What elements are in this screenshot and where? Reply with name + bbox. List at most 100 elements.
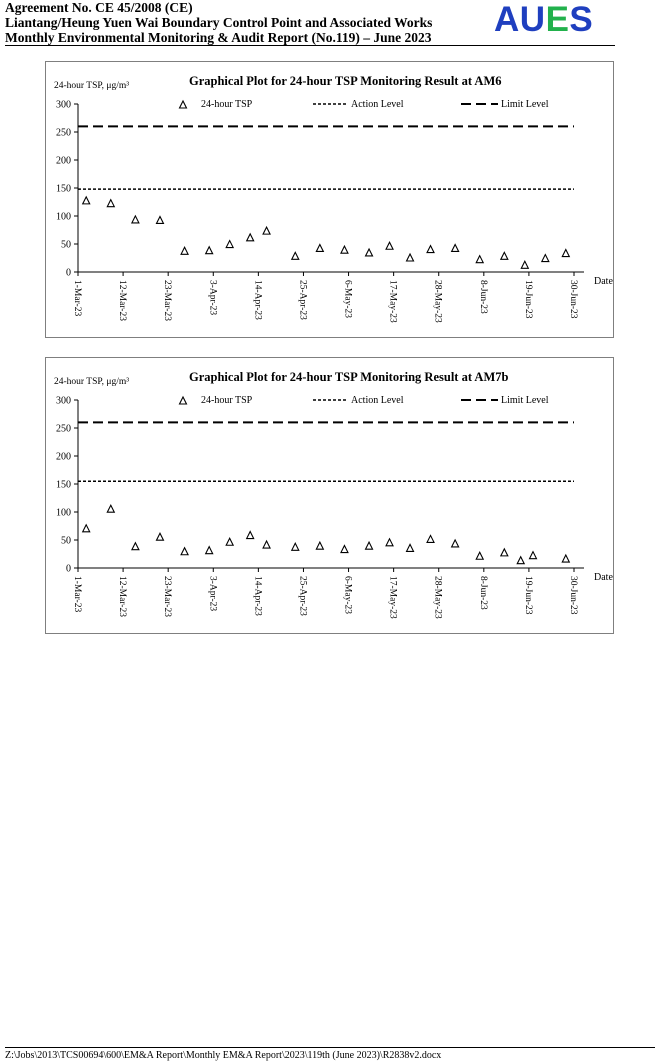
x-tick-label: 30-Jun-23	[568, 576, 578, 615]
y-tick-label: 50	[61, 536, 71, 547]
footer-file-path: Z:\Jobs\2013\TCS00694\600\EM&A Report\Mo…	[5, 1050, 442, 1061]
data-point	[315, 243, 325, 253]
data-point	[315, 540, 325, 550]
data-point	[225, 537, 235, 546]
data-point	[475, 254, 485, 264]
x-tick-label: 17-May-23	[388, 280, 398, 323]
x-tick-label: 1-Mar-23	[72, 280, 82, 316]
x-tick-label: 25-Apr-23	[297, 280, 307, 320]
data-point	[475, 551, 485, 560]
data-point	[204, 545, 214, 555]
data-point	[262, 225, 271, 235]
logo-letter-e: E	[545, 0, 570, 39]
x-tick-label: 1-Mar-23	[72, 576, 82, 612]
data-point	[130, 541, 140, 551]
x-tick-label: 25-Apr-23	[297, 576, 307, 616]
legend-label-action: Action Level	[351, 99, 404, 110]
data-point	[364, 540, 374, 550]
y-tick-label: 150	[56, 480, 71, 491]
y-tick-label: 200	[56, 156, 71, 167]
data-point	[290, 542, 300, 551]
data-point	[561, 248, 571, 258]
logo-letter-u: U	[519, 0, 546, 39]
data-point	[561, 553, 571, 563]
y-tick-label: 0	[66, 564, 71, 575]
logo-letter-s: S	[569, 0, 594, 39]
chart-am6: Graphical Plot for 24-hour TSP Monitorin…	[45, 61, 614, 338]
data-point	[245, 232, 255, 242]
data-point	[364, 247, 374, 257]
logo-letter-a: A	[494, 0, 520, 39]
x-axis-label: Date	[594, 572, 613, 583]
y-tick-label: 0	[66, 268, 71, 279]
chart-am6-svg: Graphical Plot for 24-hour TSP Monitorin…	[54, 74, 613, 323]
x-tick-label: 14-Apr-23	[252, 280, 262, 320]
x-tick-label: 14-Apr-23	[252, 576, 262, 616]
data-point	[385, 241, 394, 250]
y-tick-label: 50	[61, 240, 71, 251]
y-axis-label: 24-hour TSP, μg/m³	[54, 377, 129, 387]
chart-title: Graphical Plot for 24-hour TSP Monitorin…	[189, 370, 509, 384]
data-point	[340, 244, 349, 254]
legend-label-tsp: 24-hour TSP	[201, 395, 253, 406]
y-tick-label: 200	[56, 452, 71, 463]
data-point	[340, 544, 349, 554]
data-point	[426, 244, 435, 254]
x-tick-label: 28-May-23	[433, 576, 443, 619]
data-point	[130, 214, 140, 224]
data-point	[528, 550, 538, 560]
y-tick-label: 150	[56, 184, 71, 195]
y-tick-label: 250	[56, 424, 71, 435]
legend-label-limit: Limit Level	[501, 99, 549, 110]
data-point	[426, 534, 435, 543]
data-point	[81, 523, 91, 533]
y-tick-label: 300	[56, 100, 71, 111]
data-point	[106, 503, 116, 513]
data-point	[385, 537, 394, 547]
report-title: Monthly Environmental Monitoring & Audit…	[5, 30, 432, 45]
legend-marker-tsp	[178, 395, 188, 405]
footer-rule	[5, 1047, 655, 1048]
report-header: Agreement No. CE 45/2008 (CE) Liantang/H…	[5, 0, 615, 46]
data-point	[180, 546, 189, 556]
x-tick-label: 8-Jun-23	[478, 576, 488, 610]
x-axis-label: Date	[594, 276, 613, 287]
legend-label-tsp: 24-hour TSP	[201, 99, 253, 110]
x-tick-label: 30-Jun-23	[568, 280, 578, 319]
chart-title: Graphical Plot for 24-hour TSP Monitorin…	[189, 74, 502, 88]
data-point	[245, 530, 255, 540]
aues-logo: AUES	[494, 1, 593, 39]
x-tick-label: 6-May-23	[343, 280, 353, 318]
data-point	[450, 538, 460, 548]
y-tick-label: 100	[56, 212, 71, 223]
data-point	[405, 252, 415, 262]
data-point	[516, 555, 526, 565]
y-tick-label: 300	[56, 396, 71, 407]
data-point	[106, 198, 116, 208]
x-tick-label: 3-Apr-23	[207, 280, 217, 315]
x-tick-label: 23-Mar-23	[162, 280, 172, 321]
data-point	[405, 543, 415, 552]
data-point	[499, 251, 509, 260]
x-tick-label: 28-May-23	[433, 280, 443, 323]
data-point	[155, 531, 165, 541]
data-point	[204, 245, 214, 255]
x-tick-label: 3-Apr-23	[207, 576, 217, 611]
chart-am7b: Graphical Plot for 24-hour TSP Monitorin…	[45, 357, 614, 634]
data-point	[225, 239, 235, 249]
data-point	[520, 260, 530, 269]
project-title: Liantang/Heung Yuen Wai Boundary Control…	[5, 15, 433, 30]
data-point	[81, 195, 91, 205]
legend-label-limit: Limit Level	[501, 395, 549, 406]
x-tick-label: 12-Mar-23	[117, 576, 127, 617]
y-tick-label: 250	[56, 128, 71, 139]
data-point	[180, 246, 189, 255]
legend-marker-tsp	[178, 99, 188, 109]
x-tick-label: 6-May-23	[343, 576, 353, 614]
agreement-number: Agreement No. CE 45/2008 (CE)	[5, 0, 193, 15]
y-tick-label: 100	[56, 508, 71, 519]
x-tick-label: 23-Mar-23	[162, 576, 172, 617]
header-rule	[5, 45, 615, 46]
chart-am7b-svg: Graphical Plot for 24-hour TSP Monitorin…	[54, 370, 613, 619]
data-point	[290, 251, 300, 260]
